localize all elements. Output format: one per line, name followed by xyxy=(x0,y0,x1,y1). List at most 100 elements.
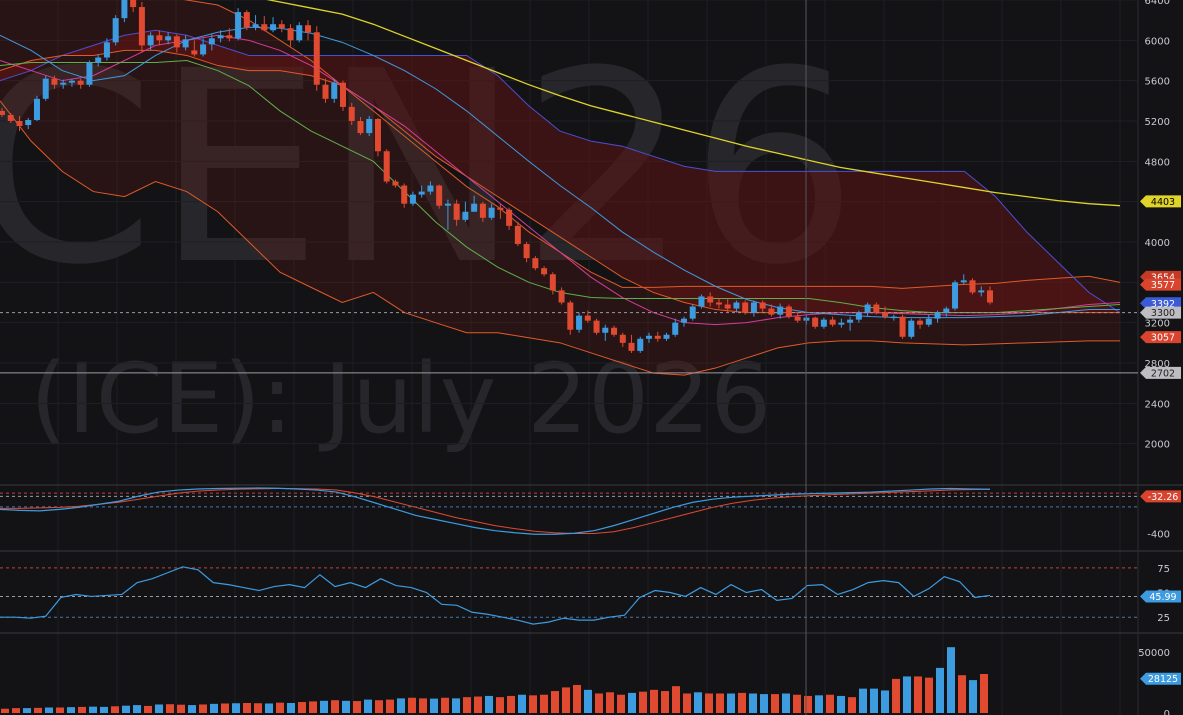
volume-bar xyxy=(1,708,9,713)
price-tag-label: 2702 xyxy=(1151,368,1175,379)
rsi-pane[interactable] xyxy=(0,566,1138,625)
candle xyxy=(541,268,548,275)
candle xyxy=(899,316,906,337)
candle xyxy=(16,121,23,127)
volume-bar xyxy=(309,701,317,713)
candle xyxy=(103,42,110,58)
volume-bar xyxy=(650,689,658,713)
volume-bar xyxy=(980,674,988,713)
volume-bar xyxy=(430,698,438,713)
volume-bar xyxy=(375,700,383,713)
volume-bar xyxy=(606,692,614,713)
volume-bar xyxy=(133,705,141,713)
oscillator-pane[interactable] xyxy=(0,487,1138,535)
candle xyxy=(331,82,338,99)
candle xyxy=(112,18,119,43)
candle xyxy=(33,98,40,120)
candle xyxy=(908,320,915,337)
volume-bar xyxy=(419,698,427,713)
candle xyxy=(51,78,58,85)
candle xyxy=(812,317,819,327)
price-axis[interactable]: 6400600056005200480044004000360032002800… xyxy=(1138,0,1181,715)
volume-bar xyxy=(496,697,504,713)
candle xyxy=(890,316,897,319)
price-tag-shape xyxy=(1140,195,1181,208)
volume-bar xyxy=(397,698,405,713)
volume-bar xyxy=(320,700,328,713)
volume-bar xyxy=(925,677,933,713)
volume-bar xyxy=(617,694,625,713)
volume-bar xyxy=(903,676,911,713)
candle xyxy=(742,302,749,313)
candle xyxy=(243,12,250,28)
price-tag-label: 3300 xyxy=(1151,308,1175,319)
volume-bar xyxy=(276,702,284,713)
candle xyxy=(724,304,731,309)
price-tag: 3392 xyxy=(1140,297,1181,310)
price-tag-shape xyxy=(1140,306,1181,319)
candle xyxy=(619,334,626,343)
volume-bar xyxy=(529,695,537,713)
candle xyxy=(672,322,679,335)
candle xyxy=(497,207,504,210)
candle xyxy=(42,78,49,99)
volume-bar xyxy=(177,704,185,713)
axis-tick-label: 75 xyxy=(1157,564,1170,575)
candle xyxy=(121,0,128,19)
volume-bar xyxy=(408,697,416,713)
price-tag: -32.26 xyxy=(1140,490,1181,503)
volume-bar xyxy=(683,693,691,713)
candle xyxy=(471,203,478,212)
volume-pane[interactable] xyxy=(1,647,988,713)
price-tag: 2702 xyxy=(1140,366,1181,379)
volume-bar xyxy=(815,695,823,713)
volume-bar xyxy=(573,684,581,713)
cloud-top-line xyxy=(0,29,1121,314)
volume-bar xyxy=(12,708,20,713)
candle xyxy=(200,44,207,55)
candle xyxy=(7,114,14,121)
volume-bar xyxy=(166,704,174,713)
volume-bar xyxy=(639,691,647,713)
price-tag: 28125 xyxy=(1140,672,1181,685)
candle xyxy=(409,194,416,204)
rsi-line xyxy=(0,566,991,625)
candle xyxy=(584,315,591,321)
candle xyxy=(418,191,425,195)
candle xyxy=(339,82,346,107)
watermark-subtitle: (ICE): July 2026 xyxy=(30,343,771,455)
candle xyxy=(628,342,635,351)
candle xyxy=(829,319,836,325)
volume-bar xyxy=(232,703,240,713)
volume-bar xyxy=(221,703,229,713)
candle xyxy=(952,282,959,309)
price-tag-label: 3654 xyxy=(1151,272,1175,283)
volume-bar xyxy=(793,694,801,713)
volume-bar xyxy=(45,707,53,713)
volume-bar xyxy=(155,704,163,713)
price-pane[interactable] xyxy=(0,0,1138,445)
candle xyxy=(208,38,215,45)
volume-bar xyxy=(694,692,702,713)
price-tag-label: 4403 xyxy=(1151,197,1175,208)
volume-bar xyxy=(826,694,834,713)
candle xyxy=(436,185,443,206)
candle xyxy=(383,151,390,182)
volume-bar xyxy=(353,701,361,713)
candle xyxy=(733,302,740,309)
oscillator-main-line xyxy=(0,487,991,535)
candle xyxy=(777,306,784,315)
candle xyxy=(165,36,172,41)
candle xyxy=(689,306,696,319)
volume-bar xyxy=(892,678,900,713)
volume-bar xyxy=(848,697,856,713)
price-tag-shape xyxy=(1140,672,1181,685)
axis-tick-label: 2800 xyxy=(1145,359,1170,370)
candle xyxy=(444,203,451,206)
volume-bar xyxy=(881,690,889,713)
candle xyxy=(637,338,644,351)
volume-bar xyxy=(34,707,42,713)
volume-bar xyxy=(78,706,86,713)
volume-bar xyxy=(210,703,218,713)
